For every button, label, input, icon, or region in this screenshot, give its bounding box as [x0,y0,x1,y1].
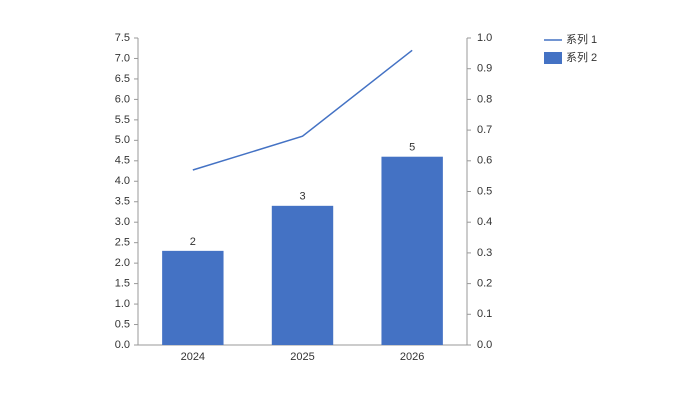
y2-tick-label: 0.7 [477,124,492,136]
line [192,49,413,171]
legend-swatch [544,52,562,64]
y-tick-label: 4.0 [115,175,130,187]
y-tick-label: 4.5 [115,155,130,167]
y2-tick-label: 0.2 [477,278,492,290]
data-label: 2 [190,236,196,248]
y2-tick-label: 0.8 [477,93,492,105]
legend-label: 系列 1 [566,32,597,46]
bar [271,205,334,345]
y2-tick-label: 0.4 [477,216,492,228]
x-tick-label: 2024 [181,351,205,363]
y-tick-label: 3.5 [115,196,130,208]
y-tick-label: 6.0 [115,93,130,105]
bar [162,250,224,345]
y-tick-label: 2.5 [115,237,130,249]
y-tick-label: 1.5 [115,278,130,290]
y2-tick-label: 1.0 [477,32,492,44]
y-tick-label: 7.0 [115,52,130,64]
y-tick-label: 0.5 [115,318,130,330]
y-tick-label: 6.5 [115,73,130,85]
y2-tick-label: 0.3 [477,247,492,259]
y2-tick-label: 0.1 [477,308,492,320]
y2-tick-label: 0.6 [477,155,492,167]
y-tick-label: 2.0 [115,257,130,269]
y2-tick-label: 0.0 [477,339,492,351]
legend-label: 系列 2 [566,50,597,64]
x-tick-label: 2025 [290,351,314,363]
x-tick-label: 2026 [400,351,424,363]
y-tick-label: 5.0 [115,134,130,146]
data-label: 5 [409,142,415,154]
bar [381,156,443,345]
y-tick-label: 5.5 [115,114,130,126]
y-tick-label: 3.0 [115,216,130,228]
data-label: 3 [299,191,305,203]
y-tick-label: 0.0 [115,339,130,351]
y-tick-label: 1.0 [115,298,130,310]
y-tick-label: 7.5 [115,32,130,44]
y2-tick-label: 0.5 [477,185,492,197]
y2-tick-label: 0.9 [477,63,492,75]
